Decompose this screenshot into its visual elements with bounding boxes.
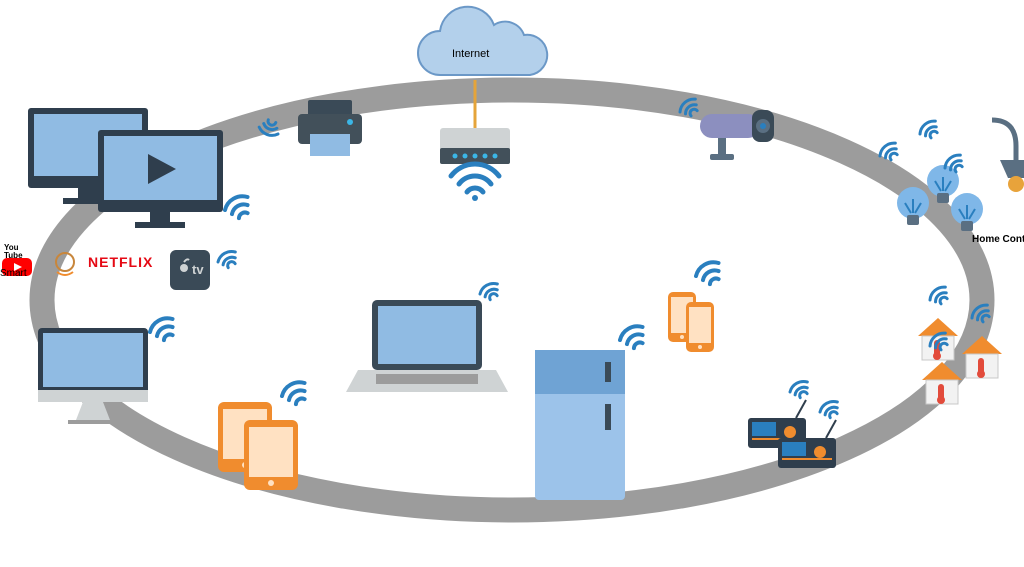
tv-group-icon: [28, 108, 223, 228]
appletv-label: tv: [192, 262, 204, 277]
wifi-icon: [147, 314, 179, 344]
wifi-icon: [222, 192, 254, 222]
appletv-icon: [170, 250, 210, 290]
cloud-label: Internet: [452, 48, 489, 60]
wifi-icon: [617, 322, 649, 352]
home-control-label: Home Control: [972, 234, 1024, 245]
phones-icon: [668, 292, 714, 352]
youtube-label: You Tube: [4, 244, 23, 260]
wifi-icon: [216, 248, 240, 270]
laptop-icon: [346, 300, 508, 392]
camera-icon: [700, 110, 774, 160]
lamp-icon: [992, 120, 1024, 192]
wifi-icon: [478, 280, 502, 302]
wifi-icon: [788, 378, 812, 400]
radios-icon: [748, 400, 836, 468]
netflix-label: NETFLIX: [88, 254, 153, 270]
diagram-stage: Internet Smart NETFLIX tv You Tube Home …: [0, 0, 1024, 567]
wifi-icon: [279, 378, 311, 408]
wifi-icon: [818, 398, 842, 420]
diagram-svg: [0, 0, 1024, 567]
wifi-icon: [693, 258, 725, 288]
smart-label: Smart: [0, 268, 27, 279]
router-icon: [440, 128, 510, 201]
wifi-icon: [927, 284, 951, 308]
cloud-icon: [418, 7, 547, 75]
fridge-icon: [535, 350, 625, 500]
wifi-icon: [917, 118, 941, 142]
